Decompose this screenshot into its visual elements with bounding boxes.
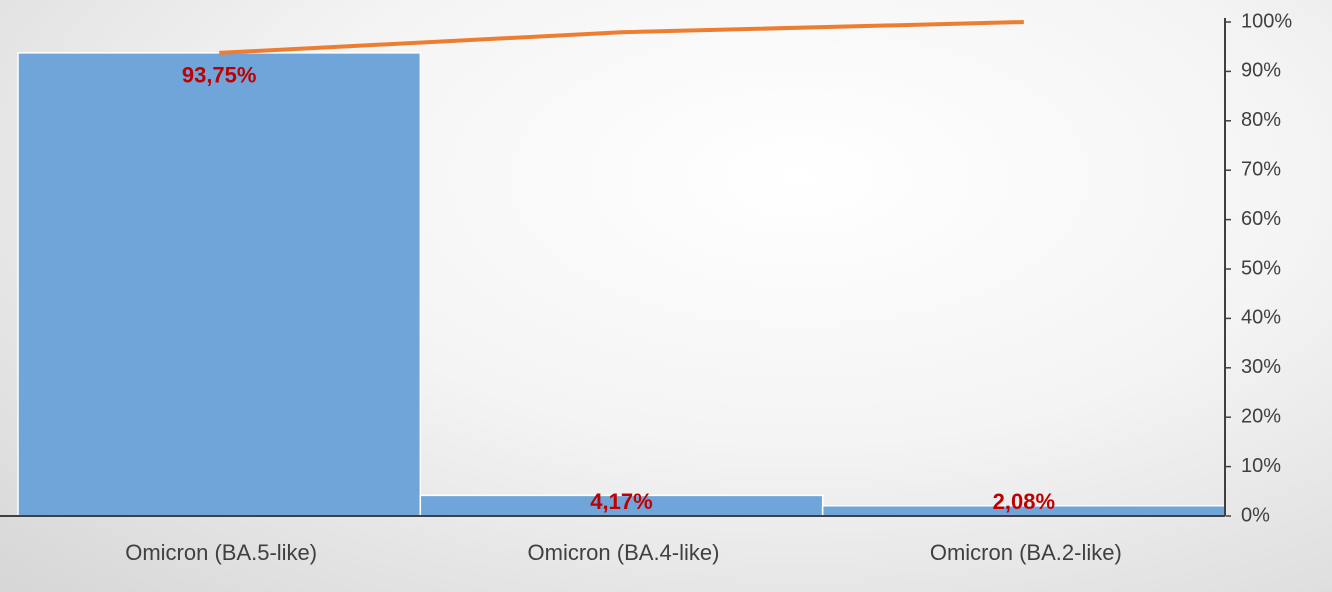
x-tick-label: Omicron (BA.5-like) [125,540,317,565]
value-label: 2,08% [993,489,1055,514]
y-tick-label: 40% [1241,307,1281,329]
y-tick-label: 70% [1241,158,1281,180]
y-tick-label: 0% [1241,504,1270,526]
y-tick-label: 60% [1241,208,1281,230]
y-tick-label: 80% [1241,109,1281,131]
y-tick-label: 20% [1241,405,1281,427]
cumulative-line [219,20,1024,55]
y-tick-label: 90% [1241,60,1281,82]
y-tick-label: 30% [1241,356,1281,378]
x-tick-label: Omicron (BA.4-like) [528,540,720,565]
x-tick-label: Omicron (BA.2-like) [930,540,1122,565]
y-tick-label: 50% [1241,257,1281,279]
y-tick-label: 100% [1241,10,1292,32]
y-tick-label: 10% [1241,455,1281,477]
value-label: 4,17% [590,489,652,514]
bar [17,52,422,517]
value-label: 93,75% [182,63,257,88]
